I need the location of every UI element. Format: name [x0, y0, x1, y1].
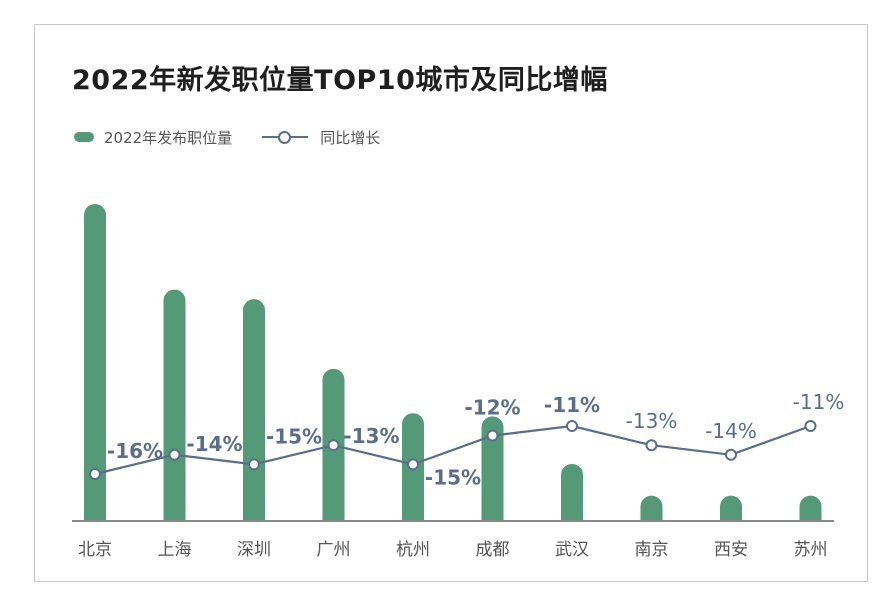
growth-point	[725, 448, 737, 461]
x-tick-label: 北京	[78, 540, 112, 560]
bar	[243, 299, 265, 521]
bar	[720, 495, 742, 521]
growth-point	[407, 458, 419, 471]
x-tick-label: 西安	[714, 540, 748, 560]
bar	[84, 204, 106, 521]
x-tick-label: 苏州	[794, 540, 828, 560]
growth-point	[804, 420, 817, 432]
legend-bar-swatch	[74, 132, 94, 142]
growth-data-label: -14%	[705, 419, 757, 443]
legend-line-swatch	[262, 130, 309, 144]
growth-data-label: -13%	[626, 409, 678, 433]
x-tick-label: 深圳	[237, 540, 271, 560]
chart-title: 2022年新发职位量TOP10城市及同比增幅	[72, 65, 608, 96]
growth-data-label: -11%	[544, 393, 600, 417]
bar-series	[84, 204, 822, 521]
x-tick-label: 杭州	[396, 540, 430, 560]
legend-label-bar: 2022年发布职位量	[104, 128, 233, 147]
growth-point	[486, 429, 499, 442]
growth-point	[327, 439, 340, 452]
growth-point	[248, 458, 260, 471]
x-tick-label: 上海	[158, 540, 192, 560]
growth-data-label: -13%	[343, 424, 399, 448]
growth-point	[645, 439, 658, 452]
growth-data-label: -14%	[186, 432, 242, 456]
growth-line	[94, 424, 811, 476]
growth-point	[168, 448, 181, 461]
bar	[481, 416, 504, 521]
x-tick-label: 成都	[476, 540, 510, 560]
growth-data-label: -11%	[793, 390, 845, 414]
x-tick-label: 广州	[317, 540, 351, 560]
growth-point	[566, 420, 578, 432]
bar	[163, 289, 186, 521]
bar	[799, 495, 822, 521]
x-tick-label: 南京	[635, 540, 669, 560]
growth-point	[89, 468, 101, 480]
legend-label-line: 同比增长	[320, 128, 381, 147]
bar	[561, 463, 583, 521]
x-tick-label: 武汉	[555, 540, 589, 560]
bar	[640, 495, 663, 521]
growth-data-label: -15%	[425, 465, 481, 489]
growth-data-label: -16%	[107, 439, 163, 463]
growth-data-label: -12%	[464, 396, 520, 420]
growth-data-label: -15%	[266, 424, 322, 448]
chart-legend: 2022年发布职位量 同比增长	[74, 126, 380, 148]
